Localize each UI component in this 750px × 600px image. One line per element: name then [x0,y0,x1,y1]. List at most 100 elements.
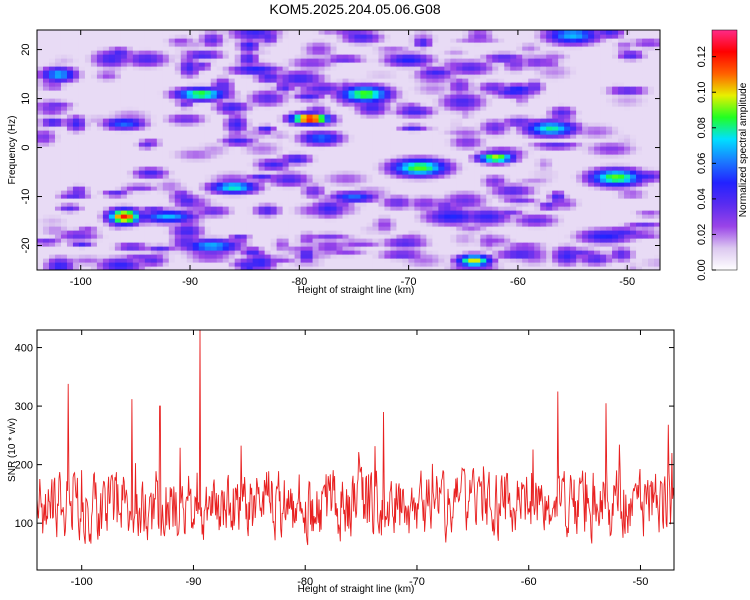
heatmap-cell [408,158,415,163]
heatmap-cell [144,174,152,179]
heatmap-cell [222,230,230,235]
heatmap-cell [372,190,380,195]
heatmap-cell [582,210,589,215]
heatmap-cell [66,94,74,99]
heatmap-cell [606,138,613,143]
heatmap-cell [168,246,176,251]
heatmap-cell [354,126,362,131]
heatmap-cell [120,250,128,255]
heatmap-cell [654,162,660,167]
heatmap-cell [462,82,469,87]
heatmap-cell [150,142,158,147]
heatmap-cell [576,182,583,187]
heatmap-cell [504,122,511,127]
heatmap-cell [336,114,344,119]
heatmap-cell [648,122,655,127]
heatmap-cell [522,246,529,251]
heatmap-cell [90,118,98,123]
heatmap-cell [174,90,182,95]
heatmap-cell [282,78,290,83]
heatmap-cell [252,130,260,135]
heatmap-cell [240,174,248,179]
heatmap-cell [438,222,445,227]
heatmap-cell [420,222,427,227]
heatmap-cell [240,226,248,231]
heatmap-cell [522,230,529,235]
heatmap-cell [42,126,50,131]
heatmap-cell [114,90,122,95]
heatmap-cell [42,266,50,270]
heatmap-cell [348,118,356,123]
heatmap-cell [588,250,595,255]
heatmap-cell [654,226,660,231]
heatmap-cell [72,158,80,163]
heatmap-cell [198,210,206,215]
heatmap-cell [48,114,56,119]
heatmap-cell [462,170,469,175]
heatmap-cell [198,166,206,171]
heatmap-cell [492,126,499,131]
heatmap-cell [492,166,499,171]
heatmap-cell [216,118,224,123]
heatmap-cell [258,226,266,231]
heatmap-cell [624,122,631,127]
heatmap-cell [516,214,523,219]
heatmap-cell [546,142,553,147]
heatmap-cell [594,258,601,263]
heatmap-cell [216,142,224,147]
heatmap-cell [78,150,86,155]
heatmap-cell [348,102,356,107]
heatmap-cell [66,230,74,235]
heatmap-cell [630,254,637,259]
heatmap-cell [90,150,98,155]
heatmap-cell [270,106,278,111]
heatmap-cell [186,110,194,115]
heatmap-cell [330,250,338,255]
heatmap-cell [294,122,302,127]
heatmap-cell [450,190,457,195]
heatmap-cell [66,182,74,187]
heatmap-cell [624,246,631,251]
heatmap-cell [504,110,511,115]
figure-title: KOM5.2025.204.05.06.G08 [269,1,440,17]
heatmap-cell [432,174,439,179]
heatmap-cell [636,242,643,247]
heatmap-cell [642,262,649,267]
heatmap-cell [174,214,182,219]
heatmap-cell [612,214,619,219]
heatmap-cell [180,246,188,251]
heatmap-cell [348,210,356,215]
heatmap-cell [294,242,302,247]
heatmap-cell [126,102,134,107]
heatmap-cell [438,250,445,255]
heatmap-cell [558,214,565,219]
heatmap-cell [444,78,451,83]
heatmap-cell [450,162,457,167]
heatmap-cell [642,218,649,223]
heatmap-cell [270,130,278,135]
heatmap-cell [264,202,272,207]
heatmap-cell [534,170,541,175]
heatmap-cell [510,146,517,151]
heatmap-cell [576,258,583,263]
heatmap-cell [240,154,248,159]
heatmap-cell [37,126,44,131]
heatmap-cell [612,94,619,99]
heatmap-cell [60,118,68,123]
heatmap-cell [72,110,80,115]
heatmap-cell [456,158,463,163]
heatmap-cell [312,254,320,259]
heatmap-cell [510,190,517,195]
heatmap-cell [366,114,374,119]
heatmap-cell [582,106,589,111]
heatmap-cell [588,190,595,195]
heatmap-cell [420,86,427,91]
heatmap-cell [228,186,236,191]
heatmap-cell [468,126,475,131]
heatmap-cell [540,194,547,199]
heatmap-cell [78,114,86,119]
heatmap-cell [648,178,655,183]
heatmap-cell [606,166,613,171]
heatmap-cell [642,154,649,159]
heatmap-cell [378,150,386,155]
